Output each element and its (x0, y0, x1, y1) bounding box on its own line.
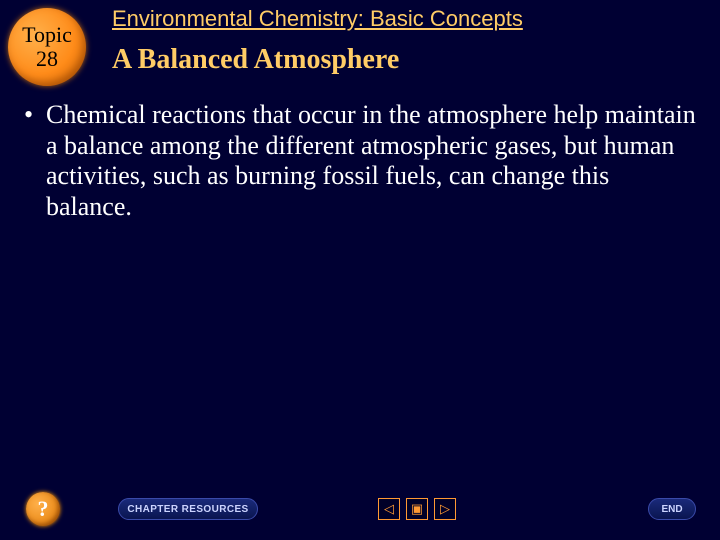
bullet-mark: • (24, 100, 46, 223)
contents-button[interactable]: ▣ (406, 498, 428, 520)
topic-badge: Topic 28 (8, 8, 86, 86)
next-button[interactable]: ▷ (434, 498, 456, 520)
bullet-item: • Chemical reactions that occur in the a… (24, 100, 696, 223)
chapter-resources-button[interactable]: CHAPTER RESOURCES (118, 498, 258, 520)
topic-badge-line2: 28 (36, 48, 58, 70)
chapter-title: Environmental Chemistry: Basic Concepts (112, 6, 523, 32)
nav-group: ◁ ▣ ▷ (378, 498, 456, 520)
end-button[interactable]: END (648, 498, 696, 520)
section-title: A Balanced Atmosphere (112, 44, 399, 76)
bullet-text: Chemical reactions that occur in the atm… (46, 100, 696, 223)
help-button[interactable]: ? (26, 492, 60, 526)
topic-badge-line1: Topic (22, 24, 72, 46)
footer-bar: ? CHAPTER RESOURCES ◁ ▣ ▷ END (0, 490, 720, 530)
prev-button[interactable]: ◁ (378, 498, 400, 520)
